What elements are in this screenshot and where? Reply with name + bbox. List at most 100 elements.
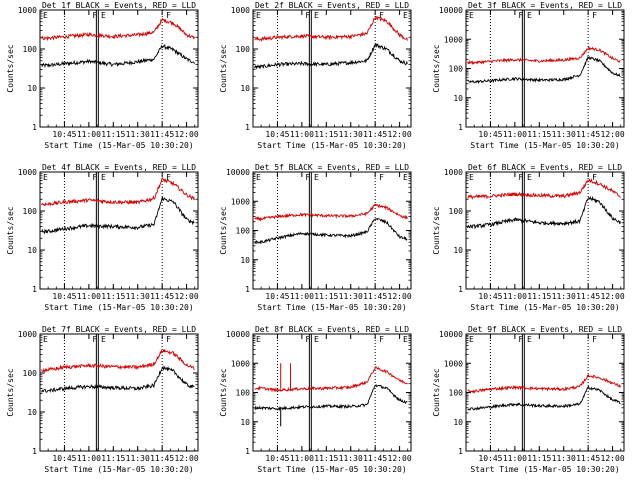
flag-label: F [592, 11, 597, 20]
flag-label: E [314, 335, 319, 344]
plot-frame [252, 171, 412, 290]
plot-frame [252, 9, 412, 128]
y-tick-label: 10 [240, 84, 250, 93]
y-tick-label: 100 [23, 207, 38, 216]
y-tick-label: 10 [453, 94, 463, 103]
flag-label: E [314, 173, 319, 182]
y-tick-label: 10 [27, 84, 37, 93]
lld-series-line [41, 18, 195, 42]
x-tick-label: 11:00 [503, 292, 527, 301]
x-axis-label: Start Time (15-Mar-05 10:30:20) [257, 303, 406, 312]
panel-title: Det 9f BLACK = Events, RED = LLD [468, 325, 622, 334]
flag-label: E [403, 11, 408, 20]
x-tick-label: 10:45 [265, 292, 289, 301]
y-tick-label: 10 [27, 246, 37, 255]
x-tick-label: 11:00 [77, 454, 101, 463]
panel-title: Det 8f BLACK = Events, RED = LLD [255, 325, 409, 334]
x-tick-label: 10:45 [478, 292, 502, 301]
x-axis-label: Start Time (15-Mar-05 10:30:20) [470, 465, 619, 474]
panel-title: Det 3f BLACK = Events, RED = LLD [468, 1, 622, 10]
x-tick-label: 11:45 [576, 130, 600, 139]
x-tick-label: 10:45 [478, 130, 502, 139]
flag-label: F [518, 173, 523, 182]
x-tick-label: 12:00 [601, 454, 625, 463]
y-axis-label: Counts/sec [6, 368, 15, 416]
x-axis-label: Start Time (15-Mar-05 10:30:20) [44, 141, 193, 150]
y-tick-label: 10000 [226, 168, 250, 177]
x-tick-label: 12:00 [175, 454, 199, 463]
x-tick-label: 11:15 [314, 454, 338, 463]
flag-label: F [166, 173, 171, 182]
flag-label: F [305, 335, 310, 344]
y-tick-label: 1000 [231, 6, 250, 15]
y-tick-label: 100 [449, 389, 464, 398]
y-tick-label: 1 [245, 285, 250, 294]
x-tick-label: 11:45 [576, 454, 600, 463]
x-tick-label: 11:00 [290, 292, 314, 301]
y-tick-label: 1 [32, 447, 37, 456]
x-axis-label: Start Time (15-Mar-05 10:30:20) [44, 303, 193, 312]
flag-label: F [379, 11, 384, 20]
x-tick-label: 11:00 [503, 130, 527, 139]
flag-label: F [518, 11, 523, 20]
lld-series-line [41, 176, 195, 207]
panel-title: Det 4f BLACK = Events, RED = LLD [42, 163, 196, 172]
y-tick-label: 1 [458, 447, 463, 456]
x-axis-label: Start Time (15-Mar-05 10:30:20) [470, 303, 619, 312]
flag-label: E [527, 11, 532, 20]
x-tick-label: 11:15 [101, 130, 125, 139]
lld-series-line [467, 46, 621, 66]
y-tick-label: 1 [245, 123, 250, 132]
y-tick-label: 100 [236, 227, 251, 236]
x-tick-label: 10:45 [265, 454, 289, 463]
y-tick-label: 1 [458, 123, 463, 132]
y-tick-label: 10000 [439, 6, 463, 15]
x-tick-label: 11:15 [314, 292, 338, 301]
plot-frame [465, 9, 625, 128]
panel-title: Det 1f BLACK = Events, RED = LLD [42, 1, 196, 10]
flag-label: E [43, 11, 48, 20]
x-tick-label: 12:00 [388, 130, 412, 139]
flag-label: F [305, 11, 310, 20]
x-tick-label: 11:00 [290, 130, 314, 139]
flag-label: F [592, 335, 597, 344]
y-tick-label: 100 [23, 369, 38, 378]
y-tick-label: 10 [453, 246, 463, 255]
y-axis-label: Counts/sec [219, 44, 228, 92]
y-tick-label: 1000 [444, 359, 463, 368]
x-tick-label: 11:30 [552, 454, 576, 463]
y-tick-label: 100 [449, 65, 464, 74]
flag-label: F [166, 335, 171, 344]
y-tick-label: 1 [245, 447, 250, 456]
flag-label: F [379, 173, 384, 182]
flag-label: F [518, 335, 523, 344]
x-tick-label: 12:00 [388, 292, 412, 301]
flag-label: F [305, 173, 310, 182]
lld-series-line [254, 203, 408, 222]
x-tick-label: 10:45 [52, 130, 76, 139]
flag-label: E [527, 335, 532, 344]
x-tick-label: 11:30 [552, 130, 576, 139]
x-axis-label: Start Time (15-Mar-05 10:30:20) [470, 141, 619, 150]
y-axis-label: Counts/sec [6, 206, 15, 254]
flag-label: E [469, 335, 474, 344]
y-tick-label: 10 [453, 418, 463, 427]
events-series-line [254, 384, 408, 412]
x-tick-label: 11:45 [363, 454, 387, 463]
lld-series-line [254, 366, 408, 393]
plot-frame [465, 171, 625, 290]
events-series-line [467, 55, 621, 85]
events-series-line [41, 44, 195, 69]
flag-label: E [101, 335, 106, 344]
x-tick-label: 11:45 [150, 130, 174, 139]
x-tick-label: 10:45 [265, 130, 289, 139]
y-tick-label: 10 [27, 408, 37, 417]
y-axis-label: Counts/sec [219, 206, 228, 254]
flag-label: E [256, 173, 261, 182]
flag-label: E [469, 173, 474, 182]
